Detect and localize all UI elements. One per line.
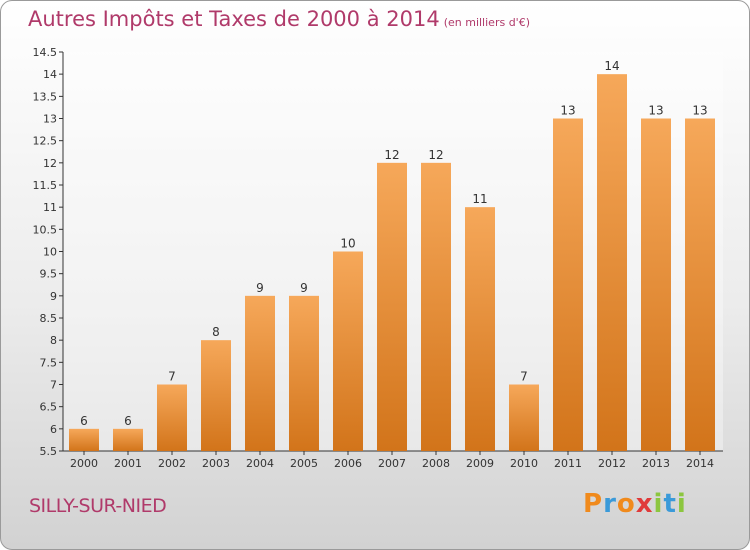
y-tick-label: 8.5 [40,312,58,325]
x-tick-label: 2013 [642,457,670,470]
bar [201,340,231,451]
y-tick-label: 10 [43,246,57,259]
x-tick-label: 2001 [114,457,142,470]
y-tick-label: 14 [43,68,57,81]
x-tick-label: 2006 [334,457,362,470]
logo-letter: x [635,489,654,519]
y-tick-label: 14.5 [33,46,58,59]
data-label: 11 [472,192,487,206]
data-label: 14 [604,59,619,73]
x-tick-label: 2011 [554,457,582,470]
bar [245,295,275,451]
data-label: 6 [80,414,88,428]
bar [113,428,143,451]
y-tick-label: 13.5 [33,90,58,103]
proxiti-logo: Proxiti [583,489,687,519]
data-label: 12 [428,148,443,162]
y-tick-label: 6.5 [40,401,58,414]
x-tick-label: 2010 [510,457,538,470]
y-tick-label: 9.5 [40,268,58,281]
bar [69,428,99,451]
data-label: 13 [560,104,575,118]
x-tick-label: 2008 [422,457,450,470]
bar [421,162,451,452]
x-tick-label: 2002 [158,457,186,470]
bar [377,162,407,452]
y-tick-label: 9 [50,290,57,303]
chart-title-text: Autres Impôts et Taxes de 2000 à 2014 [28,7,440,31]
y-tick-label: 8 [50,334,57,347]
city-name: SILLY-SUR-NIED [29,495,167,517]
y-tick-label: 12.5 [33,135,58,148]
y-tick-label: 10.5 [33,223,58,236]
y-tick-label: 5.5 [40,445,58,458]
data-label: 10 [340,237,355,251]
data-label: 8 [212,325,220,339]
data-label: 13 [692,104,707,118]
bar [157,384,187,451]
bar [465,207,495,451]
x-tick-label: 2007 [378,457,406,470]
logo-letter: P [583,489,604,519]
y-tick-label: 11 [43,201,57,214]
chart-title: Autres Impôts et Taxes de 2000 à 2014 (en… [28,7,530,31]
bar [641,118,671,451]
chart-unit: (en milliers d'€) [443,16,530,29]
logo-letter: r [603,489,617,519]
y-tick-label: 6 [50,423,57,436]
y-tick-label: 12 [43,157,57,170]
y-tick-label: 13 [43,113,57,126]
x-tick-label: 2000 [70,457,98,470]
x-tick-label: 2004 [246,457,274,470]
logo-letter: t [663,489,677,519]
bar [685,118,715,451]
bar [553,118,583,451]
logo-letter: i [653,489,664,519]
bar [597,74,627,452]
y-tick-label: 11.5 [33,179,58,192]
bar [333,251,363,451]
data-label: 9 [300,281,308,295]
x-tick-label: 2012 [598,457,626,470]
data-label: 7 [520,370,528,384]
logo-letter: o [616,489,636,519]
data-label: 9 [256,281,264,295]
data-label: 13 [648,104,663,118]
bar [509,384,539,451]
data-label: 7 [168,370,176,384]
x-tick-label: 2014 [686,457,714,470]
y-tick-label: 7 [50,379,57,392]
y-tick-label: 7.5 [40,356,58,369]
x-tick-label: 2003 [202,457,230,470]
x-tick-label: 2005 [290,457,318,470]
x-tick-label: 2009 [466,457,494,470]
data-label: 6 [124,414,132,428]
data-label: 12 [384,148,399,162]
bar [289,295,319,451]
logo-letter: i [676,489,687,519]
